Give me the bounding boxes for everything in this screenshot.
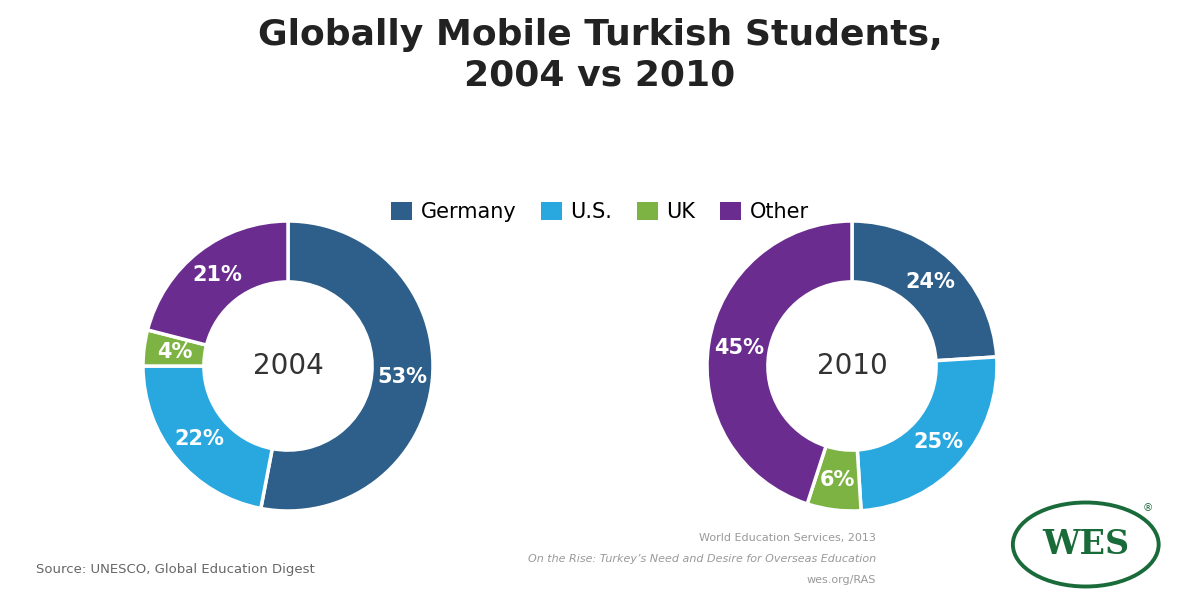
Text: 21%: 21%	[193, 265, 242, 286]
Wedge shape	[143, 330, 206, 366]
Text: 45%: 45%	[714, 338, 764, 358]
Text: 25%: 25%	[913, 432, 962, 452]
Text: 53%: 53%	[377, 367, 427, 387]
Text: On the Rise: Turkey’s Need and Desire for Overseas Education: On the Rise: Turkey’s Need and Desire fo…	[528, 554, 876, 564]
Text: wes.org/RAS: wes.org/RAS	[806, 575, 876, 585]
Text: 4%: 4%	[157, 341, 192, 362]
Text: WES: WES	[1042, 528, 1129, 561]
Legend: Germany, U.S., UK, Other: Germany, U.S., UK, Other	[383, 193, 817, 230]
Text: World Education Services, 2013: World Education Services, 2013	[700, 533, 876, 543]
Wedge shape	[852, 221, 997, 361]
Wedge shape	[857, 357, 997, 511]
Text: 6%: 6%	[820, 470, 856, 490]
Text: 22%: 22%	[175, 429, 224, 449]
Wedge shape	[148, 221, 288, 345]
Text: ®: ®	[1144, 503, 1153, 513]
Text: Globally Mobile Turkish Students,
2004 vs 2010: Globally Mobile Turkish Students, 2004 v…	[258, 18, 942, 93]
Wedge shape	[707, 221, 852, 504]
Wedge shape	[143, 366, 272, 508]
Text: 2004: 2004	[253, 352, 323, 380]
Text: 24%: 24%	[906, 272, 955, 292]
Text: 2010: 2010	[817, 352, 887, 380]
Wedge shape	[260, 221, 433, 511]
Text: Source: UNESCO, Global Education Digest: Source: UNESCO, Global Education Digest	[36, 563, 314, 576]
Wedge shape	[808, 446, 862, 511]
